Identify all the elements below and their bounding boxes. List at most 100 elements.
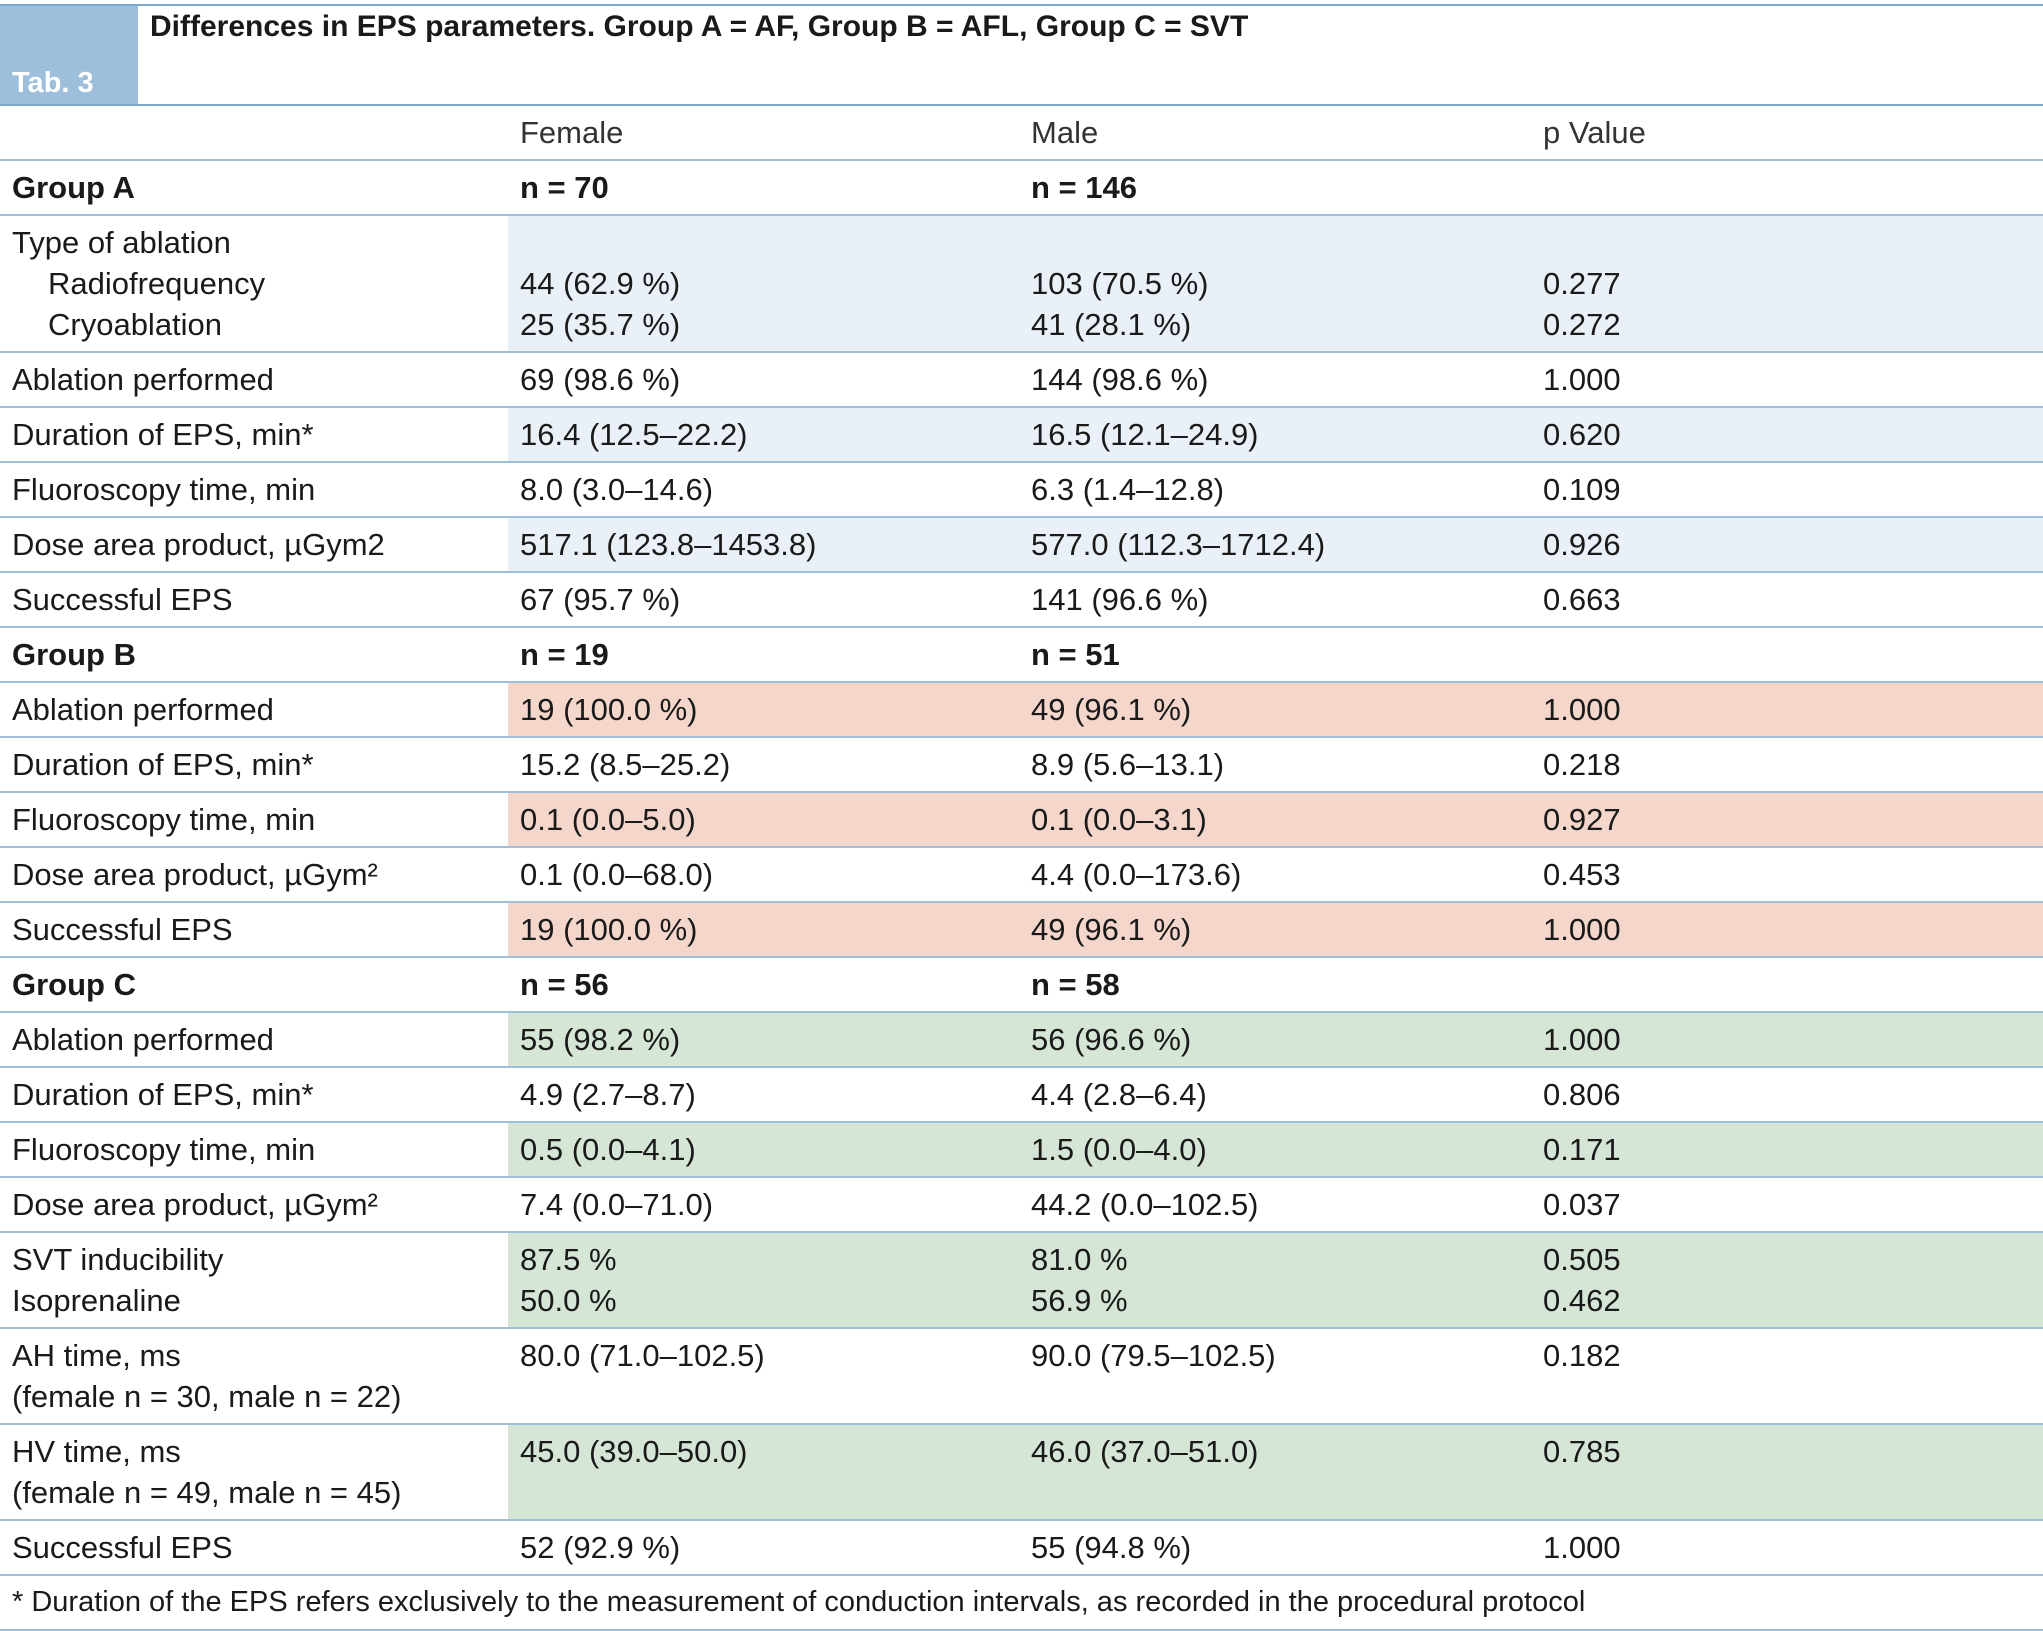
p-value: 0.037 <box>1531 1177 2043 1233</box>
group-a-type-of-ablation-row: Type of ablation Radiofrequency Cryoabla… <box>0 215 2043 353</box>
male-value: 81.0 % 56.9 % <box>1019 1232 1531 1329</box>
ah-time-label: AH time, ms <box>12 1338 181 1373</box>
row-label: AH time, ms (female n = 30, male n = 22) <box>0 1328 508 1425</box>
eps-parameters-table: Female Male p Value Group A n = 70 n = 1… <box>0 106 2043 1631</box>
p-value: 0.927 <box>1531 792 2043 848</box>
table-row: Dose area product, µGym2 517.1 (123.8–14… <box>0 517 2043 573</box>
svt-inducibility-label: SVT inducibility <box>12 1242 224 1277</box>
table-row: Ablation performed 69 (98.6 %) 144 (98.6… <box>0 352 2043 408</box>
table-row: Dose area product, µGym² 7.4 (0.0–71.0) … <box>0 1177 2043 1233</box>
male-value: 49 (96.1 %) <box>1019 682 1531 738</box>
group-c-heading-row: Group C n = 56 n = 58 <box>0 957 2043 1013</box>
column-header-female: Female <box>508 106 1019 161</box>
female-value: 16.4 (12.5–22.2) <box>508 407 1019 463</box>
p-value: 0.620 <box>1531 407 2043 463</box>
header-divider-bottom <box>0 104 2043 106</box>
cryoablation-p: 0.272 <box>1543 307 1621 342</box>
table-row: Successful EPS 67 (95.7 %) 141 (96.6 %) … <box>0 572 2043 628</box>
svt-inducibility-male: 81.0 % <box>1031 1242 1128 1277</box>
cryoablation-male: 41 (28.1 %) <box>1031 307 1192 342</box>
group-b-heading-row: Group B n = 19 n = 51 <box>0 627 2043 683</box>
row-label: SVT inducibility Isoprenaline <box>0 1232 508 1329</box>
p-value: 0.171 <box>1531 1122 2043 1178</box>
row-label: Duration of EPS, min* <box>0 1067 508 1123</box>
radiofrequency-female: 44 (62.9 %) <box>520 266 681 301</box>
p-value: 1.000 <box>1531 1012 2043 1068</box>
hv-time-row: HV time, ms (female n = 49, male n = 45)… <box>0 1424 2043 1521</box>
header-divider-top <box>0 4 2043 6</box>
p-value: 0.505 0.462 <box>1531 1232 2043 1329</box>
p-value: 0.926 <box>1531 517 2043 573</box>
female-value: 80.0 (71.0–102.5) <box>508 1328 1019 1425</box>
svt-inducibility-row: SVT inducibility Isoprenaline 87.5 % 50.… <box>0 1232 2043 1329</box>
female-value: 15.2 (8.5–25.2) <box>508 737 1019 793</box>
table-row: Dose area product, µGym² 0.1 (0.0–68.0) … <box>0 847 2043 903</box>
table-row: Duration of EPS, min* 15.2 (8.5–25.2) 8.… <box>0 737 2043 793</box>
female-value: 0.1 (0.0–68.0) <box>508 847 1019 903</box>
male-value: 6.3 (1.4–12.8) <box>1019 462 1531 518</box>
male-value: 577.0 (112.3–1712.4) <box>1019 517 1531 573</box>
footnote-row: * Duration of the EPS refers exclusively… <box>0 1575 2043 1631</box>
male-value: 4.4 (2.8–6.4) <box>1019 1067 1531 1123</box>
hv-time-label: HV time, ms <box>12 1434 181 1469</box>
table-tab-label: Tab. 3 <box>12 67 94 99</box>
p-value: 1.000 <box>1531 682 2043 738</box>
female-value: 69 (98.6 %) <box>508 352 1019 408</box>
table-row: Fluoroscopy time, min 0.5 (0.0–4.1) 1.5 … <box>0 1122 2043 1178</box>
column-header-p-value: p Value <box>1531 106 2043 161</box>
svt-inducibility-p: 0.505 <box>1543 1242 1621 1277</box>
group-a-label: Group A <box>0 160 508 216</box>
row-label: Ablation performed <box>0 682 508 738</box>
female-value: 8.0 (3.0–14.6) <box>508 462 1019 518</box>
female-value: 19 (100.0 %) <box>508 682 1019 738</box>
row-label: Dose area product, µGym² <box>0 847 508 903</box>
male-value: 103 (70.5 %) 41 (28.1 %) <box>1019 215 1531 353</box>
group-a-heading-row: Group A n = 70 n = 146 <box>0 160 2043 216</box>
p-value: 0.453 <box>1531 847 2043 903</box>
radiofrequency-label: Radiofrequency <box>48 266 266 301</box>
p-value: 0.785 <box>1531 1424 2043 1521</box>
row-label: Successful EPS <box>0 902 508 958</box>
table-row: Ablation performed 19 (100.0 %) 49 (96.1… <box>0 682 2043 738</box>
row-label: Successful EPS <box>0 1520 508 1576</box>
row-label: Duration of EPS, min* <box>0 737 508 793</box>
female-value: 0.5 (0.0–4.1) <box>508 1122 1019 1178</box>
p-value: 1.000 <box>1531 1520 2043 1576</box>
table-row: Duration of EPS, min* 16.4 (12.5–22.2) 1… <box>0 407 2043 463</box>
male-value: 49 (96.1 %) <box>1019 902 1531 958</box>
female-value: 44 (62.9 %) 25 (35.7 %) <box>508 215 1019 353</box>
group-c-label: Group C <box>0 957 508 1013</box>
male-value: 90.0 (79.5–102.5) <box>1019 1328 1531 1425</box>
row-label: Ablation performed <box>0 1012 508 1068</box>
type-of-ablation-label: Type of ablation <box>12 225 231 260</box>
row-label: HV time, ms (female n = 49, male n = 45) <box>0 1424 508 1521</box>
table-tab-badge: Tab. 3 <box>0 6 138 106</box>
group-a-n-female: n = 70 <box>508 160 1019 216</box>
p-value: 0.806 <box>1531 1067 2043 1123</box>
p-value: 0.109 <box>1531 462 2043 518</box>
ah-time-sublabel: (female n = 30, male n = 22) <box>12 1379 402 1414</box>
group-c-n-male: n = 58 <box>1019 957 1531 1013</box>
female-value: 517.1 (123.8–1453.8) <box>508 517 1019 573</box>
group-b-p-empty <box>1531 627 2043 683</box>
female-value: 0.1 (0.0–5.0) <box>508 792 1019 848</box>
female-value: 55 (98.2 %) <box>508 1012 1019 1068</box>
cryoablation-label: Cryoablation <box>48 307 223 342</box>
table-row: Ablation performed 55 (98.2 %) 56 (96.6 … <box>0 1012 2043 1068</box>
table-title: Differences in EPS parameters. Group A =… <box>150 10 1249 43</box>
male-value: 44.2 (0.0–102.5) <box>1019 1177 1531 1233</box>
female-value: 4.9 (2.7–8.7) <box>508 1067 1019 1123</box>
table-row: Successful EPS 52 (92.9 %) 55 (94.8 %) 1… <box>0 1520 2043 1576</box>
group-b-label: Group B <box>0 627 508 683</box>
ah-time-row: AH time, ms (female n = 30, male n = 22)… <box>0 1328 2043 1425</box>
female-value: 45.0 (39.0–50.0) <box>508 1424 1019 1521</box>
row-label: Fluoroscopy time, min <box>0 792 508 848</box>
male-value: 8.9 (5.6–13.1) <box>1019 737 1531 793</box>
table-header: Tab. 3 Differences in EPS parameters. Gr… <box>0 0 2043 106</box>
p-value: 0.182 <box>1531 1328 2043 1425</box>
group-a-p-empty <box>1531 160 2043 216</box>
p-value: 1.000 <box>1531 352 2043 408</box>
cryoablation-female: 25 (35.7 %) <box>520 307 681 342</box>
group-a-n-male: n = 146 <box>1019 160 1531 216</box>
isoprenaline-label: Isoprenaline <box>12 1283 181 1318</box>
